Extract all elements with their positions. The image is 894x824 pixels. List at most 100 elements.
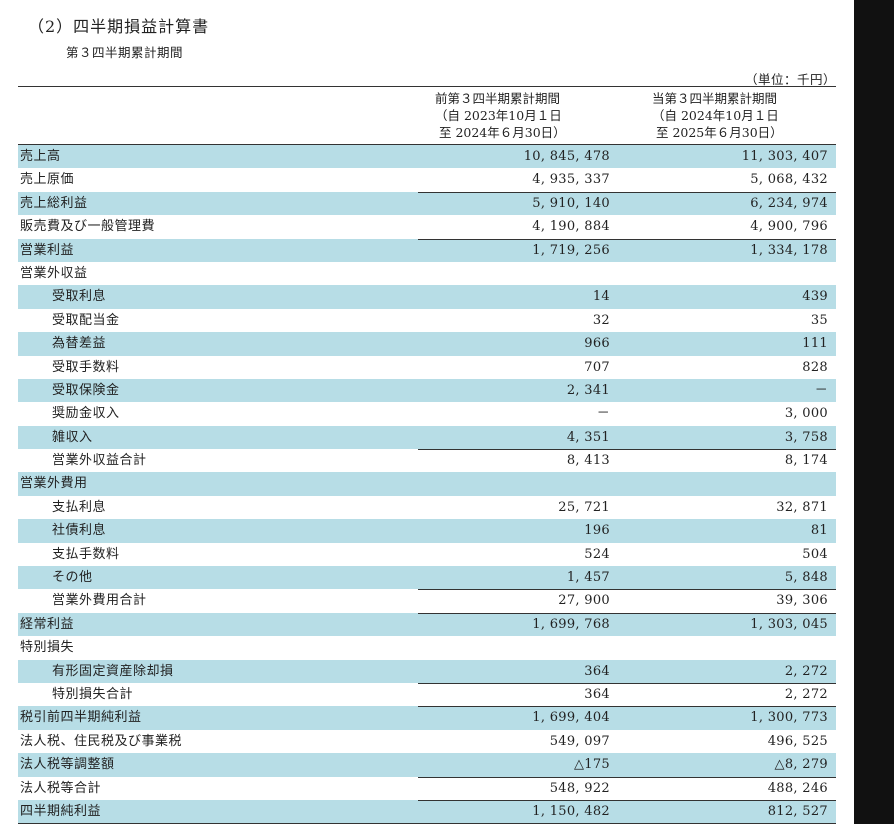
row-label: 営業外費用合計 xyxy=(52,593,147,609)
row-label: 売上原価 xyxy=(20,172,75,188)
current-value: 496, 525 xyxy=(767,733,828,749)
right-edge-band xyxy=(854,0,894,824)
table-row: 雑収入 4, 351 3, 758 xyxy=(18,425,836,450)
table-row: 有形固定資産除却損 364 2, 272 xyxy=(18,659,836,683)
prev-value: 32 xyxy=(592,312,610,328)
row-label: 有形固定資産除却損 xyxy=(52,663,174,679)
current-value: 812, 527 xyxy=(767,803,828,819)
table-row: 税引前四半期純利益 1, 699, 404 1, 300, 773 xyxy=(18,706,836,730)
sub-title: 第３四半期累計期間 xyxy=(66,45,184,60)
table-row: 為替差益 966 111 xyxy=(18,332,836,356)
row-label: 法人税等合計 xyxy=(20,780,102,796)
table-row: 法人税、住民税及び事業税 549, 097 496, 525 xyxy=(18,730,836,753)
current-value: 4, 900, 796 xyxy=(750,219,828,235)
section-title: （2）四半期損益計算書 xyxy=(28,17,210,36)
prev-value: 1, 699, 768 xyxy=(532,616,610,632)
table-row: 受取配当金 32 35 xyxy=(18,309,836,332)
prev-value: 364 xyxy=(584,686,610,702)
row-label: 営業利益 xyxy=(20,242,75,258)
current-value: － xyxy=(814,382,828,398)
prev-value: 707 xyxy=(584,359,610,375)
prev-value: 1, 150, 482 xyxy=(532,803,610,819)
row-label: 支払利息 xyxy=(52,499,107,515)
current-value: △8, 279 xyxy=(774,757,828,773)
current-value: 828 xyxy=(802,359,828,375)
row-label: 四半期純利益 xyxy=(20,803,102,819)
table-row: 売上原価 4, 935, 337 5, 068, 432 xyxy=(18,168,836,191)
current-value: 488, 246 xyxy=(767,780,828,796)
prev-value: 549, 097 xyxy=(549,733,610,749)
row-label: 支払手数料 xyxy=(52,546,120,562)
row-label: 奨励金収入 xyxy=(52,406,120,422)
current-value: 3, 758 xyxy=(784,429,828,445)
row-label: 売上高 xyxy=(20,149,61,164)
current-value: 35 xyxy=(810,312,828,328)
prev-value: 4, 190, 884 xyxy=(532,219,610,235)
current-value: 6, 234, 974 xyxy=(750,195,828,211)
prev-value: 1, 719, 256 xyxy=(532,242,610,258)
row-label: 特別損失 xyxy=(20,640,75,656)
header-current-period: 当第３四半期累計期間 （自 2024年10月１日 至 2025年６月30日） xyxy=(652,91,783,140)
prev-value: 966 xyxy=(584,336,610,352)
prev-value: 364 xyxy=(584,663,610,679)
row-label: 受取手数料 xyxy=(52,359,120,375)
row-label: 法人税等調整額 xyxy=(20,757,115,773)
table-row: 営業外費用合計 27, 900 39, 306 xyxy=(18,589,836,612)
current-value: 39, 306 xyxy=(776,593,828,609)
table-row: 社債利息 196 81 xyxy=(18,519,836,543)
row-label: 法人税、住民税及び事業税 xyxy=(20,733,183,749)
prev-value: 2, 341 xyxy=(566,382,610,398)
row-label: 受取利息 xyxy=(52,289,107,305)
row-label: 営業外収益合計 xyxy=(52,453,147,469)
current-value: 1, 334, 178 xyxy=(750,242,828,258)
prev-value: 524 xyxy=(584,546,610,562)
table-row: 受取保険金 2, 341 － xyxy=(18,378,836,403)
table-row: 営業外収益 xyxy=(18,262,836,285)
table-header: 前第３四半期累計期間 （自 2023年10月１日 至 2024年６月30日） 当… xyxy=(18,86,836,145)
row-label: 社債利息 xyxy=(52,523,107,539)
current-value: 81 xyxy=(810,523,828,539)
row-label: 受取保険金 xyxy=(52,382,120,398)
income-statement-table: 前第３四半期累計期間 （自 2023年10月１日 至 2024年６月30日） 当… xyxy=(18,86,836,824)
current-value: 111 xyxy=(802,336,828,352)
row-label: 営業外収益 xyxy=(20,265,88,281)
prev-value: △175 xyxy=(573,757,610,773)
prev-value: 1, 699, 404 xyxy=(532,710,610,726)
table-row: 特別損失 xyxy=(18,636,836,659)
row-label: 税引前四半期純利益 xyxy=(20,710,142,726)
current-value: 5, 068, 432 xyxy=(750,172,828,188)
row-label: 雑収入 xyxy=(52,429,93,445)
row-label: 営業外費用 xyxy=(20,476,88,492)
table-row: 営業外費用 xyxy=(18,472,836,496)
row-label: その他 xyxy=(52,570,93,586)
current-value: 11, 303, 407 xyxy=(741,149,828,164)
current-value: 32, 871 xyxy=(776,499,828,515)
current-value: 5, 848 xyxy=(784,570,828,586)
current-value: 8, 174 xyxy=(784,453,828,469)
table-row: 売上総利益 5, 910, 140 6, 234, 974 xyxy=(18,191,836,216)
prev-value: 27, 900 xyxy=(558,593,610,609)
row-label: 為替差益 xyxy=(52,336,107,352)
prev-value: － xyxy=(596,406,610,422)
current-value: 1, 300, 773 xyxy=(750,710,828,726)
table-row: 法人税等合計 548, 922 488, 246 xyxy=(18,776,836,800)
current-value: 3, 000 xyxy=(784,406,828,422)
current-value: 504 xyxy=(802,546,828,562)
prev-value: 25, 721 xyxy=(558,499,610,515)
current-value: 2, 272 xyxy=(784,663,828,679)
header-prev-period: 前第３四半期累計期間 （自 2023年10月１日 至 2024年６月30日） xyxy=(435,91,566,140)
table-row: 受取利息 14 439 xyxy=(18,285,836,309)
row-label: 受取配当金 xyxy=(52,312,120,328)
table-row: 売上高 10, 845, 478 11, 303, 407 xyxy=(18,145,836,169)
current-value: 1, 303, 045 xyxy=(750,616,828,632)
table-row: 販売費及び一般管理費 4, 190, 884 4, 900, 796 xyxy=(18,215,836,238)
unit-note: （単位：千円） xyxy=(744,72,836,87)
prev-value: 4, 935, 337 xyxy=(532,172,610,188)
prev-value: 4, 351 xyxy=(566,429,610,445)
table-row: 受取手数料 707 828 xyxy=(18,356,836,379)
row-label: 販売費及び一般管理費 xyxy=(20,219,156,235)
table-row: 特別損失合計 364 2, 272 xyxy=(18,682,836,706)
table-row: 法人税等調整額 △175 △8, 279 xyxy=(18,753,836,777)
row-label: 売上総利益 xyxy=(20,195,88,211)
prev-value: 8, 413 xyxy=(566,453,610,469)
